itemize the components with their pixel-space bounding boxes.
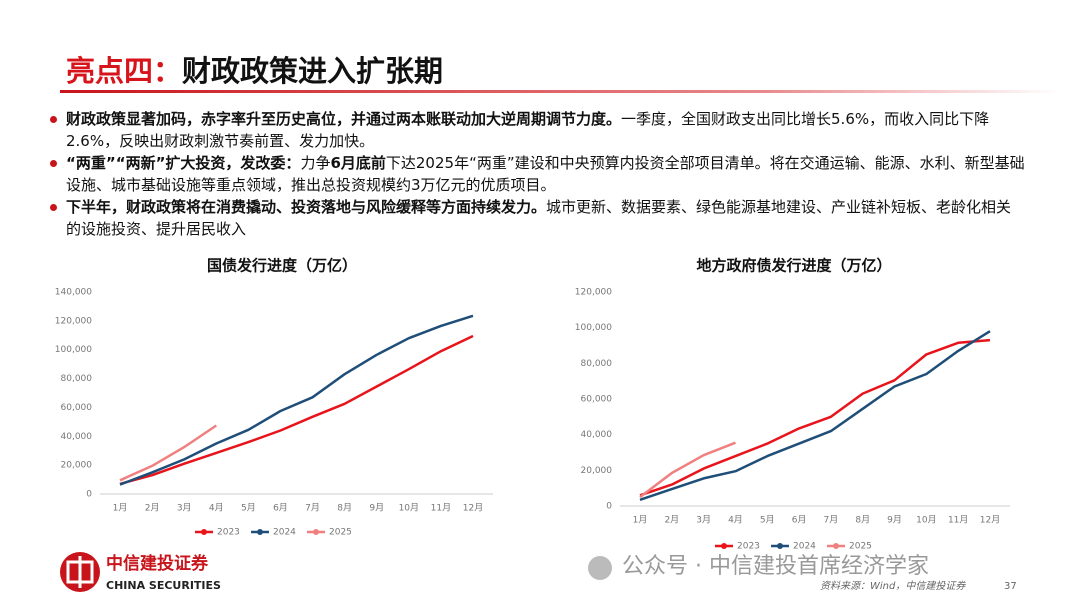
series-line <box>639 330 991 501</box>
x-tick-label: 1月 <box>633 515 648 526</box>
bullet-text: 下达2025年“两重”建设和中央预算内投资全部项目清单。将在交通运输、能源、水利… <box>66 154 1025 194</box>
x-tick-label: 8月 <box>337 503 352 514</box>
y-tick-label: 60,000 <box>581 395 613 405</box>
legend-dot <box>257 529 263 535</box>
legend-label: 2024 <box>273 528 296 538</box>
legend-dot <box>313 529 319 535</box>
bullet: “两重”“两新”扩大投资，发改委：力争6月底前下达2025年“两重”建设和中央预… <box>50 152 1025 196</box>
watermark: 公众号 · 中信建投首席经济学家 <box>622 554 929 579</box>
y-tick-label: 20,000 <box>61 461 93 471</box>
x-tick-label: 2月 <box>664 515 679 526</box>
bullet: 下半年，财政政策将在消费撬动、投资落地与风险缓释等方面持续发力。城市更新、数据要… <box>50 196 1025 240</box>
legend-dot <box>833 543 839 549</box>
bullet-list: 财政政策显著加码，赤字率升至历史高位，并通过两本账联动加大逆周期调节力度。一季度… <box>50 108 1025 240</box>
y-tick-label: 120,000 <box>55 316 92 326</box>
series-line <box>639 441 736 499</box>
y-tick-label: 140,000 <box>55 288 92 298</box>
y-tick-label: 40,000 <box>61 432 93 442</box>
x-tick-label: 7月 <box>305 503 320 514</box>
x-tick-label: 11月 <box>431 503 451 514</box>
chart-title: 国债发行进度（万亿） <box>207 257 357 275</box>
y-tick-label: 40,000 <box>581 430 613 440</box>
x-tick-label: 2月 <box>145 503 160 514</box>
x-tick-label: 12月 <box>980 515 1000 526</box>
bullet-text: 力争 <box>300 154 331 172</box>
bullet-bold: 下半年，财政政策将在消费撬动、投资落地与风险缓释等方面持续发力。 <box>66 198 547 216</box>
x-tick-label: 1月 <box>113 503 128 514</box>
y-tick-label: 80,000 <box>61 374 93 384</box>
x-tick-label: 5月 <box>760 515 775 526</box>
x-tick-label: 6月 <box>273 503 288 514</box>
chart-title: 地方政府债发行进度（万亿） <box>696 257 891 275</box>
slide-title: 亮点四：财政政策进入扩张期 <box>66 48 443 90</box>
y-tick-label: 60,000 <box>61 403 93 413</box>
page-number: 37 <box>1004 581 1017 592</box>
logo-cn: 中信建投证券 <box>106 553 209 574</box>
y-tick-label: 100,000 <box>575 323 612 333</box>
series-line <box>119 424 217 482</box>
legend-label: 2025 <box>849 542 872 552</box>
bullet-text: 城市更新、数据要素、绿色能源基地建设、产业链补短板、老龄化相关的设施投资、提升居… <box>66 198 1012 238</box>
y-tick-label: 20,000 <box>581 466 613 476</box>
x-tick-label: 11月 <box>948 515 968 526</box>
bullet-bold: 6月底前 <box>330 154 386 172</box>
series-line <box>639 338 991 497</box>
bullet: 财政政策显著加码，赤字率升至历史高位，并通过两本账联动加大逆周期调节力度。一季度… <box>50 108 1025 152</box>
legend-label: 2024 <box>793 542 816 552</box>
logo: 中信建投证券 CHINA SECURITIES <box>60 552 221 592</box>
legend-label: 2023 <box>737 542 760 552</box>
series-line <box>119 314 474 486</box>
x-tick-label: 4月 <box>209 503 224 514</box>
x-tick-label: 9月 <box>887 515 902 526</box>
title-rest: 财政政策进入扩张期 <box>182 54 444 88</box>
x-tick-label: 9月 <box>369 503 384 514</box>
y-tick-label: 0 <box>606 502 612 512</box>
x-tick-label: 6月 <box>792 515 807 526</box>
y-tick-label: 120,000 <box>575 288 612 298</box>
legend-label: 2025 <box>329 528 352 538</box>
bullet-text: 一季度，全国财政支出同比增长5.6%，而收入同比下降2.6%，反映出财政刺激节奏… <box>66 110 990 150</box>
source: 资料来源：Wind，中信建投证券 <box>820 580 966 592</box>
x-tick-label: 10月 <box>399 503 419 514</box>
x-tick-label: 4月 <box>728 515 743 526</box>
title-rule <box>60 90 1060 93</box>
x-tick-label: 10月 <box>916 515 936 526</box>
legend-dot <box>777 543 783 549</box>
x-tick-label: 5月 <box>241 503 256 514</box>
x-tick-label: 3月 <box>696 515 711 526</box>
bullet-bold: “两重”“两新”扩大投资，发改委： <box>66 154 301 172</box>
x-tick-label: 7月 <box>824 515 839 526</box>
x-tick-label: 3月 <box>177 503 192 514</box>
logo-en: CHINA SECURITIES <box>106 579 221 592</box>
legend-label: 2023 <box>217 528 240 538</box>
series-line <box>119 334 474 486</box>
x-tick-label: 12月 <box>463 503 483 514</box>
legend-dot <box>201 529 207 535</box>
bullet-bold: 财政政策显著加码，赤字率升至历史高位，并通过两本账联动加大逆周期调节力度。 <box>66 110 622 128</box>
legend-dot <box>721 543 727 549</box>
wechat-icon <box>588 556 612 580</box>
x-tick-label: 8月 <box>855 515 870 526</box>
title-highlight: 亮点四： <box>66 54 183 88</box>
y-tick-label: 100,000 <box>55 345 92 355</box>
y-tick-label: 80,000 <box>581 359 613 369</box>
y-tick-label: 0 <box>86 490 92 500</box>
